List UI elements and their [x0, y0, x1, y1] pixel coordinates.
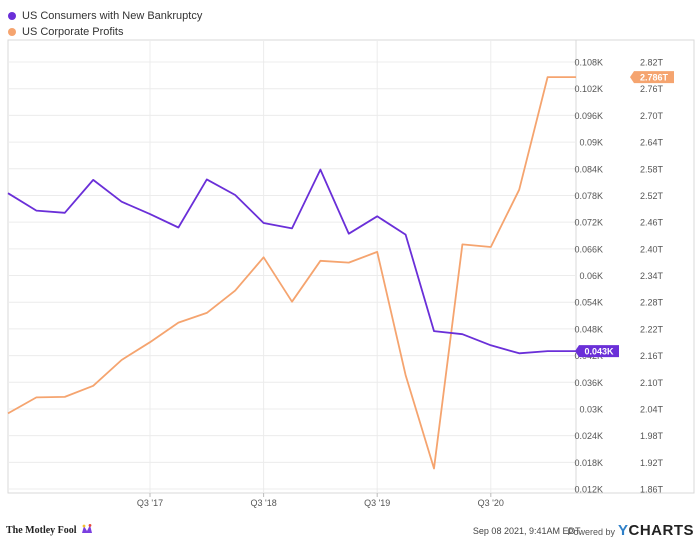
left-axis-tick-label: 0.078K: [574, 191, 603, 201]
grid-lines: [7, 39, 695, 497]
right-axis-tick-label: 2.52T: [640, 191, 664, 201]
right-axis-tick-label: 1.98T: [640, 431, 664, 441]
legend-dot-bankruptcy: [8, 12, 16, 20]
right-axis-labels: 1.86T 1.92T 1.98T 2.04T 2.10T 2.16T 2.22T 2.28T…: [640, 58, 664, 495]
left-axis-tick-label: 0.108K: [574, 58, 603, 68]
end-tag-profits: 2.786T: [630, 71, 674, 84]
motley-fool-logo[interactable]: The Motley Fool: [6, 524, 93, 536]
left-axis-tick-label: 0.048K: [574, 324, 603, 334]
left-axis-tick-label: 0.072K: [574, 218, 603, 228]
left-axis-tick-label: 0.018K: [574, 458, 603, 468]
legend-dot-profits: [8, 28, 16, 36]
end-tag-bankruptcy: 0.043K: [575, 345, 619, 358]
series-line-bankruptcy: [7, 168, 576, 355]
right-axis-tick-label: 2.28T: [640, 298, 664, 308]
ycharts-y: Y: [617, 522, 629, 539]
left-axis-tick-label: 0.096K: [574, 111, 603, 121]
right-axis-tick-label: 2.58T: [640, 164, 664, 174]
series-line-profits: [7, 76, 576, 470]
left-axis-tick-label: 0.054K: [574, 298, 603, 308]
footer: The Motley Fool Sep 08 2021, 9:41AM EDT.…: [0, 518, 700, 544]
right-axis-tick-label: 2.70T: [640, 111, 664, 121]
legend-item-profits[interactable]: US Corporate Profits: [8, 24, 202, 40]
x-axis-tick-label: Q3 '19: [364, 498, 390, 508]
end-tag-label-profits: 2.786T: [640, 73, 669, 83]
legend-label-bankruptcy: US Consumers with New Bankruptcy: [22, 10, 203, 22]
legend: US Consumers with New Bankruptcy US Corp…: [8, 8, 202, 40]
x-axis-tick-label: Q3 '20: [478, 498, 504, 508]
left-axis-tick-label: 0.09K: [579, 138, 603, 148]
end-tag-background-bankruptcy: [575, 345, 619, 358]
left-axis-tick-label: 0.06K: [579, 271, 603, 281]
x-axis-tick-label: Q3 '18: [250, 498, 276, 508]
right-axis-tick-label: 2.10T: [640, 378, 664, 388]
right-axis-tick-label: 2.76T: [640, 84, 664, 94]
right-axis-tick-label: 2.04T: [640, 404, 664, 414]
right-axis-tick-label: 1.86T: [640, 485, 664, 495]
series-end-tags: 2.786T 0.043K: [575, 71, 674, 358]
end-tag-background-profits: [630, 71, 674, 84]
left-axis-tick-label: 0.036K: [574, 378, 603, 388]
right-axis-tick-label: 2.22T: [640, 324, 664, 334]
end-tag-label-bankruptcy: 0.043K: [584, 347, 614, 357]
legend-label-profits: US Corporate Profits: [22, 26, 124, 38]
left-axis-tick-label: 0.03K: [579, 404, 603, 414]
x-axis-labels: Q3 '17 Q3 '18 Q3 '19 Q3 '20: [137, 498, 504, 508]
left-axis-tick-label: 0.102K: [574, 84, 603, 94]
legend-item-bankruptcy[interactable]: US Consumers with New Bankruptcy: [8, 8, 202, 24]
series-lines: [7, 76, 576, 470]
brand-name: The Motley Fool: [6, 525, 77, 536]
left-axis-tick-label: 0.012K: [574, 485, 603, 495]
right-axis-tick-label: 2.34T: [640, 271, 664, 281]
left-axis-tick-label: 0.084K: [574, 164, 603, 174]
jester-hat-icon: [82, 524, 93, 533]
right-axis-tick-label: 2.16T: [640, 351, 664, 361]
right-axis-tick-label: 2.40T: [640, 244, 664, 254]
left-axis-tick-label: 0.066K: [574, 244, 603, 254]
ycharts-logo[interactable]: Powered by YCHARTS: [567, 522, 694, 539]
x-axis-tick-label: Q3 '17: [137, 498, 163, 508]
left-axis-labels: 0.012K0.018K0.024K0.03K0.036K0.042K0.048…: [574, 58, 603, 495]
right-axis-tick-label: 2.64T: [640, 138, 664, 148]
timestamp: Sep 08 2021, 9:41AM EDT.: [472, 526, 582, 536]
plot-border: [7, 39, 695, 494]
powered-by-label: Powered by: [567, 527, 615, 537]
right-axis-tick-label: 1.92T: [640, 458, 664, 468]
right-axis-tick-label: 2.46T: [640, 218, 664, 228]
right-axis-tick-label: 2.82T: [640, 58, 664, 68]
ycharts-wordmark: CHARTS: [628, 522, 694, 539]
left-axis-tick-label: 0.024K: [574, 431, 603, 441]
